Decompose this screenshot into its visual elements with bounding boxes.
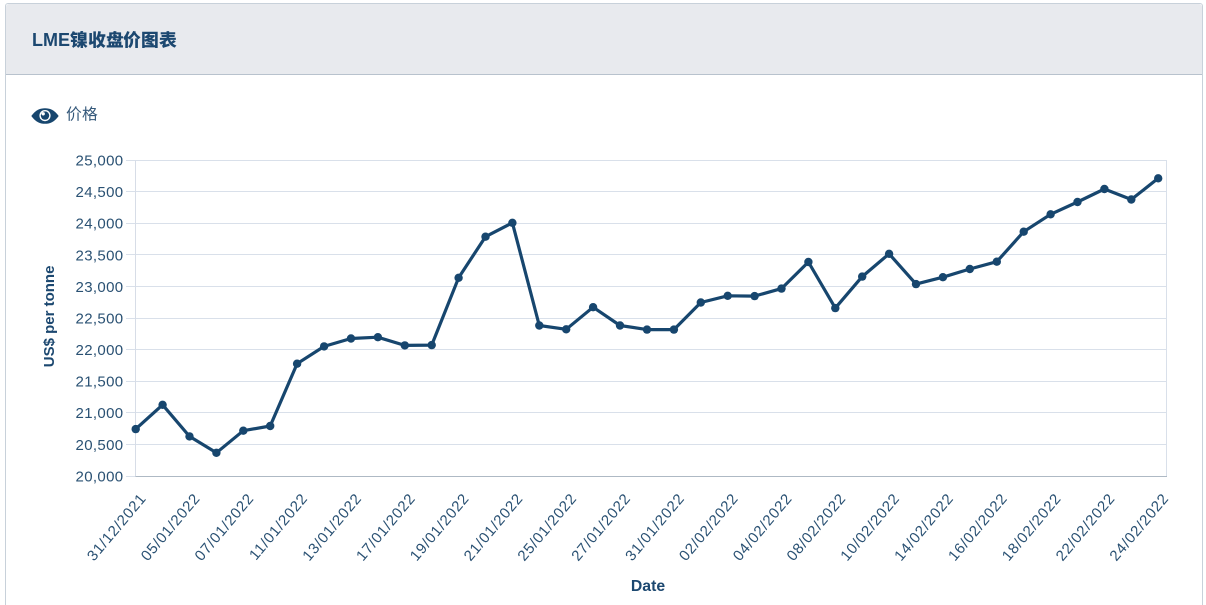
svg-text:21,500: 21,500 (76, 374, 124, 391)
svg-text:24,500: 24,500 (76, 184, 124, 201)
svg-text:Date: Date (631, 578, 665, 595)
svg-text:23,000: 23,000 (76, 279, 124, 296)
svg-text:23,500: 23,500 (76, 247, 124, 264)
svg-text:25,000: 25,000 (76, 153, 124, 170)
svg-text:20,500: 20,500 (76, 437, 124, 454)
svg-text:21,000: 21,000 (76, 405, 124, 422)
svg-text:22,000: 22,000 (76, 342, 124, 359)
svg-text:20,000: 20,000 (76, 468, 124, 485)
svg-text:22,500: 22,500 (76, 310, 124, 327)
svg-text:US$ per tonne: US$ per tonne (41, 266, 58, 368)
svg-text:24,000: 24,000 (76, 216, 124, 233)
